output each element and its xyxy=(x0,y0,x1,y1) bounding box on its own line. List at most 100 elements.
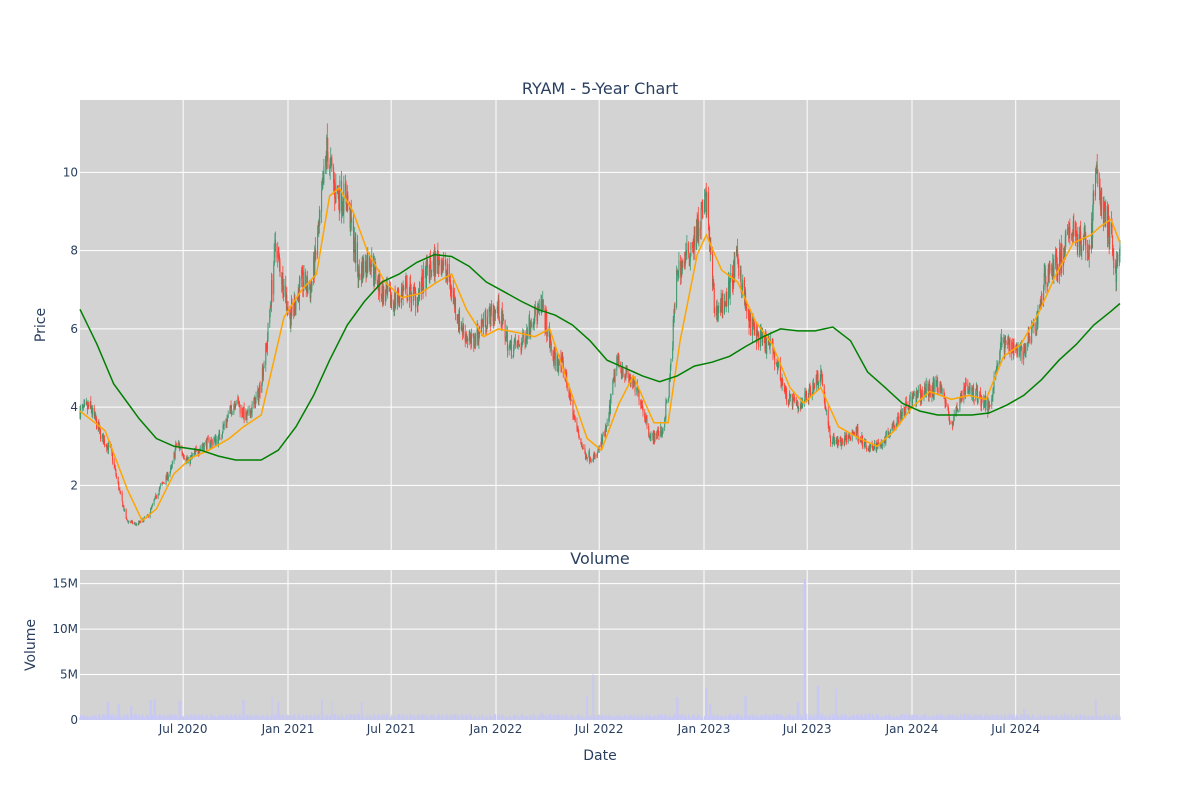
candle-body xyxy=(630,381,632,385)
candle-body xyxy=(915,393,917,404)
volume-bar xyxy=(538,715,540,720)
candle-body xyxy=(536,314,538,322)
candle-body xyxy=(1007,342,1009,345)
candle-body xyxy=(673,306,675,318)
candle-body xyxy=(652,433,654,436)
candle-body xyxy=(518,344,520,347)
candle-body xyxy=(1039,305,1041,309)
volume-plot-area[interactable] xyxy=(80,570,1120,720)
candle-body xyxy=(812,383,814,393)
candle-body xyxy=(865,442,867,448)
candle-body xyxy=(1110,221,1112,227)
price-candles xyxy=(79,123,1121,527)
candle-body xyxy=(1019,347,1021,356)
candle-body xyxy=(502,318,504,324)
candle-body xyxy=(305,289,307,290)
candle-body xyxy=(151,505,153,508)
candle-body xyxy=(230,405,232,410)
candle-body xyxy=(461,330,463,333)
candle-body xyxy=(313,256,315,282)
volume-bar xyxy=(315,717,317,720)
candle-body xyxy=(787,401,789,404)
candle-body xyxy=(808,384,810,391)
candle-body xyxy=(580,438,582,445)
candle-body xyxy=(221,435,223,439)
candle-body xyxy=(661,432,663,435)
volume-bar xyxy=(953,715,955,720)
candle-body xyxy=(1017,347,1019,352)
volume-bar xyxy=(1105,715,1107,720)
candle-body xyxy=(812,383,814,392)
candle-body xyxy=(649,436,651,439)
volume-bar xyxy=(239,715,241,720)
volume-bar xyxy=(1104,714,1106,720)
candle-body xyxy=(253,397,255,402)
candle-body xyxy=(1020,346,1022,350)
candle-body xyxy=(798,408,800,410)
volume-bar xyxy=(720,714,722,720)
candle-body xyxy=(286,307,288,310)
candle-body xyxy=(1047,268,1049,283)
candle-body xyxy=(790,393,792,398)
candle-body xyxy=(473,336,475,346)
candle-body xyxy=(732,283,734,287)
candle-body xyxy=(443,260,445,267)
candle-body xyxy=(828,427,830,430)
candle-body xyxy=(350,207,352,222)
volume-bar xyxy=(287,715,289,720)
candle-body xyxy=(504,320,506,339)
candle-body xyxy=(863,445,865,447)
candle-body xyxy=(641,405,643,408)
candle-body xyxy=(1011,341,1013,351)
candle-body xyxy=(896,425,898,427)
candle-body xyxy=(1084,231,1086,237)
candle-body xyxy=(601,437,603,442)
candle-body xyxy=(279,262,281,276)
candle-body xyxy=(162,482,164,484)
volume-bar xyxy=(762,715,764,720)
candle-body xyxy=(534,305,536,315)
candle-body xyxy=(353,249,355,253)
candle-body xyxy=(714,312,716,316)
candle-body xyxy=(622,367,624,374)
candle-body xyxy=(358,266,360,274)
volume-bar xyxy=(745,696,747,720)
candle-body xyxy=(355,242,357,263)
candle-body xyxy=(82,405,84,407)
volume-bar xyxy=(502,715,505,720)
candle-body xyxy=(166,475,168,478)
candle-body xyxy=(178,443,180,446)
candle-body xyxy=(498,299,500,320)
candle-body xyxy=(582,446,584,450)
candle-body xyxy=(883,441,885,444)
candle-body xyxy=(414,287,416,292)
candle-body xyxy=(917,394,919,396)
volume-bar xyxy=(692,714,694,720)
candle-body xyxy=(937,380,939,392)
candle-body xyxy=(604,432,606,437)
candle-body xyxy=(975,387,977,390)
candle-body xyxy=(334,198,336,203)
candle-body xyxy=(1051,269,1053,274)
candle-body xyxy=(137,523,139,525)
candle-body xyxy=(107,445,109,451)
candle-body xyxy=(153,500,155,505)
candle-body xyxy=(1008,339,1010,348)
volume-bar xyxy=(291,714,293,720)
candle-body xyxy=(979,391,981,399)
candle-body xyxy=(111,453,113,462)
price-plot-area[interactable] xyxy=(80,100,1120,550)
candle-body xyxy=(873,449,875,451)
candle-body xyxy=(514,338,516,345)
candle-body xyxy=(525,342,527,345)
candle-body xyxy=(126,519,128,521)
volume-bar xyxy=(1041,716,1043,720)
volume-bar xyxy=(550,717,552,720)
candle-body xyxy=(135,523,137,525)
candle-body xyxy=(522,332,524,339)
volume-bar xyxy=(748,715,750,720)
candle-body xyxy=(784,386,786,394)
candle-body xyxy=(654,432,656,442)
candle-body xyxy=(486,326,488,329)
volume-bar xyxy=(1001,718,1003,720)
